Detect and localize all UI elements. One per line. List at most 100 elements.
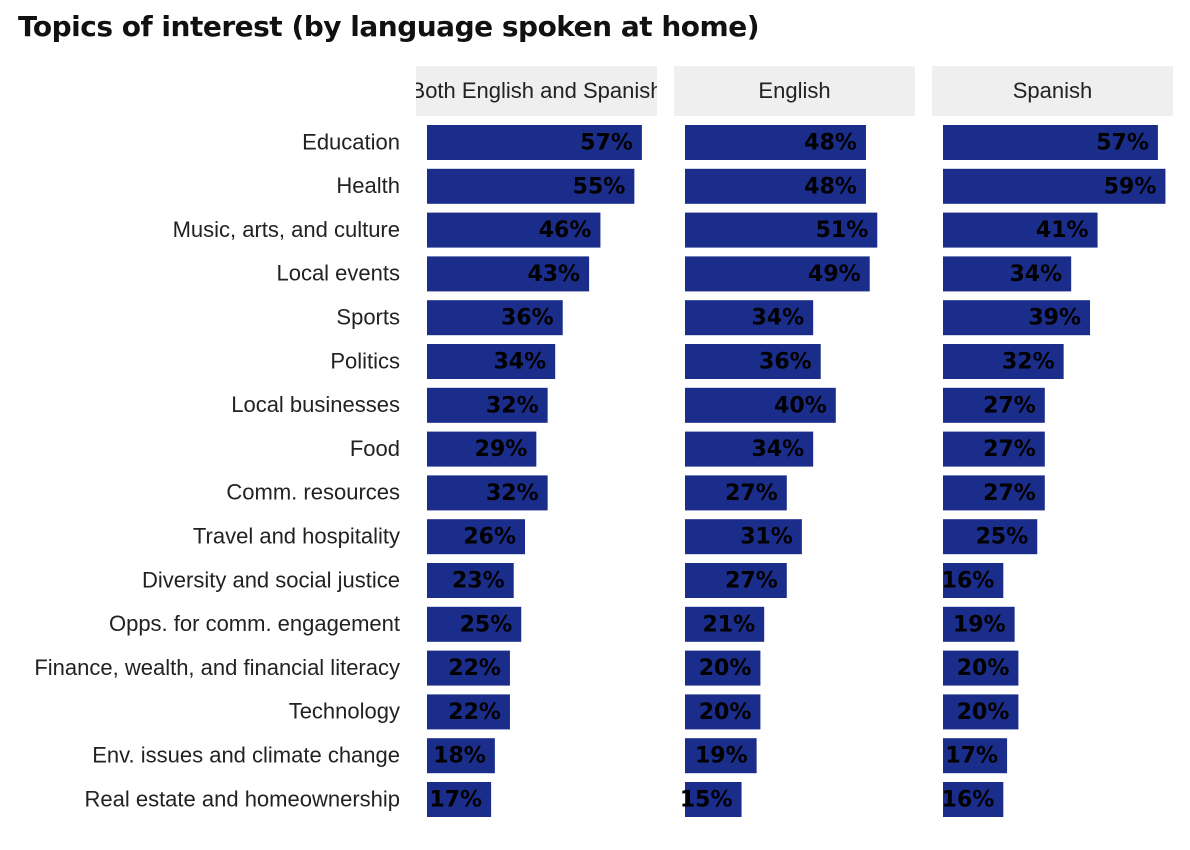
data-label: 27%	[725, 481, 778, 506]
facet-title: Both English and Spanish	[411, 78, 663, 103]
bar	[685, 387, 836, 423]
category-labels: Education Health Music, arts, and culture L…	[34, 129, 400, 811]
data-label: 57%	[580, 131, 633, 156]
data-label: 27%	[983, 437, 1036, 462]
data-label: 19%	[695, 744, 748, 769]
bar	[685, 344, 821, 379]
bar	[427, 256, 590, 292]
bar	[943, 475, 1045, 511]
data-label: 34%	[752, 437, 805, 462]
data-label: 32%	[486, 393, 539, 418]
data-label: 25%	[460, 612, 513, 637]
bar	[427, 168, 635, 204]
data-label: 17%	[429, 788, 482, 813]
data-label: 26%	[463, 525, 516, 550]
facet-header	[416, 66, 657, 116]
data-label: 59%	[1104, 174, 1157, 199]
bar	[685, 431, 814, 467]
bar	[427, 738, 495, 774]
data-label: 20%	[957, 700, 1010, 725]
category-label: Food	[350, 436, 400, 461]
data-label: 40%	[774, 393, 827, 418]
bar	[685, 738, 757, 774]
bar	[685, 168, 866, 204]
bar	[427, 519, 526, 555]
chart-title: Topics of interest (by language spoken a…	[18, 10, 760, 43]
category-label: Sports	[336, 305, 400, 330]
data-label: 55%	[573, 174, 626, 199]
facet-panel: Spanish 57% 59% 41% 34% 39% 32% 27% 27% 27% 25% 16%…	[932, 66, 1173, 817]
data-label: 20%	[699, 656, 752, 681]
data-label: 19%	[953, 612, 1006, 637]
data-label: 21%	[702, 612, 755, 637]
bar	[427, 694, 510, 730]
data-label: 48%	[804, 131, 857, 156]
data-label: 32%	[486, 481, 539, 506]
data-label: 20%	[957, 656, 1010, 681]
bar	[943, 738, 1008, 774]
bar	[685, 212, 878, 248]
data-label: 20%	[699, 700, 752, 725]
facet-header	[932, 66, 1173, 116]
bar	[943, 563, 1004, 598]
data-label: 25%	[976, 525, 1029, 550]
data-label: 16%	[942, 788, 995, 813]
bar	[427, 563, 514, 598]
bar	[685, 563, 787, 598]
bar	[943, 344, 1064, 379]
bar	[943, 387, 1045, 423]
data-label: 46%	[539, 218, 592, 243]
bar	[943, 256, 1072, 292]
data-label: 36%	[759, 350, 812, 375]
data-label: 34%	[1010, 262, 1063, 287]
bar	[943, 606, 1015, 642]
data-label: 23%	[452, 569, 505, 594]
bar	[943, 694, 1019, 730]
category-label: Education	[302, 129, 400, 154]
bar	[685, 125, 866, 160]
bar	[685, 256, 870, 292]
facet-title: Spanish	[1013, 78, 1093, 103]
facet-panels: Both English and Spanish 57% 55% 46% 43% 36% 3…	[411, 66, 1173, 817]
bar	[943, 212, 1098, 248]
bar	[685, 694, 761, 730]
data-label: 31%	[740, 525, 793, 550]
category-label: Travel and hospitality	[193, 524, 400, 549]
data-label: 34%	[494, 350, 547, 375]
bar	[427, 387, 548, 423]
category-label: Politics	[330, 348, 400, 373]
bar	[943, 431, 1045, 467]
data-label: 27%	[725, 569, 778, 594]
category-label: Comm. resources	[226, 480, 400, 505]
data-label: 41%	[1036, 218, 1089, 243]
data-label: 36%	[501, 306, 554, 331]
category-label: Finance, wealth, and financial literacy	[34, 655, 400, 680]
bar	[943, 519, 1038, 555]
bar	[427, 475, 548, 511]
category-label: Diversity and social justice	[142, 567, 400, 592]
category-label: Real estate and homeownership	[84, 786, 400, 811]
data-label: 27%	[983, 393, 1036, 418]
category-label: Local events	[276, 261, 400, 286]
data-label: 22%	[448, 700, 501, 725]
data-label: 29%	[475, 437, 528, 462]
bar	[685, 519, 802, 555]
facet-panel: Both English and Spanish 57% 55% 46% 43% 36% 3…	[411, 66, 663, 817]
bar	[427, 782, 492, 817]
category-label: Local businesses	[231, 392, 400, 417]
data-label: 16%	[942, 569, 995, 594]
bar	[685, 300, 814, 336]
data-label: 51%	[816, 218, 869, 243]
bar	[943, 300, 1091, 336]
bar	[685, 606, 765, 642]
bar	[427, 125, 642, 160]
data-label: 49%	[808, 262, 861, 287]
data-label: 43%	[527, 262, 580, 287]
bar	[685, 782, 742, 817]
data-label: 17%	[945, 744, 998, 769]
data-label: 48%	[804, 174, 857, 199]
bar	[427, 212, 601, 248]
bar	[943, 125, 1158, 160]
facet-header	[674, 66, 915, 116]
